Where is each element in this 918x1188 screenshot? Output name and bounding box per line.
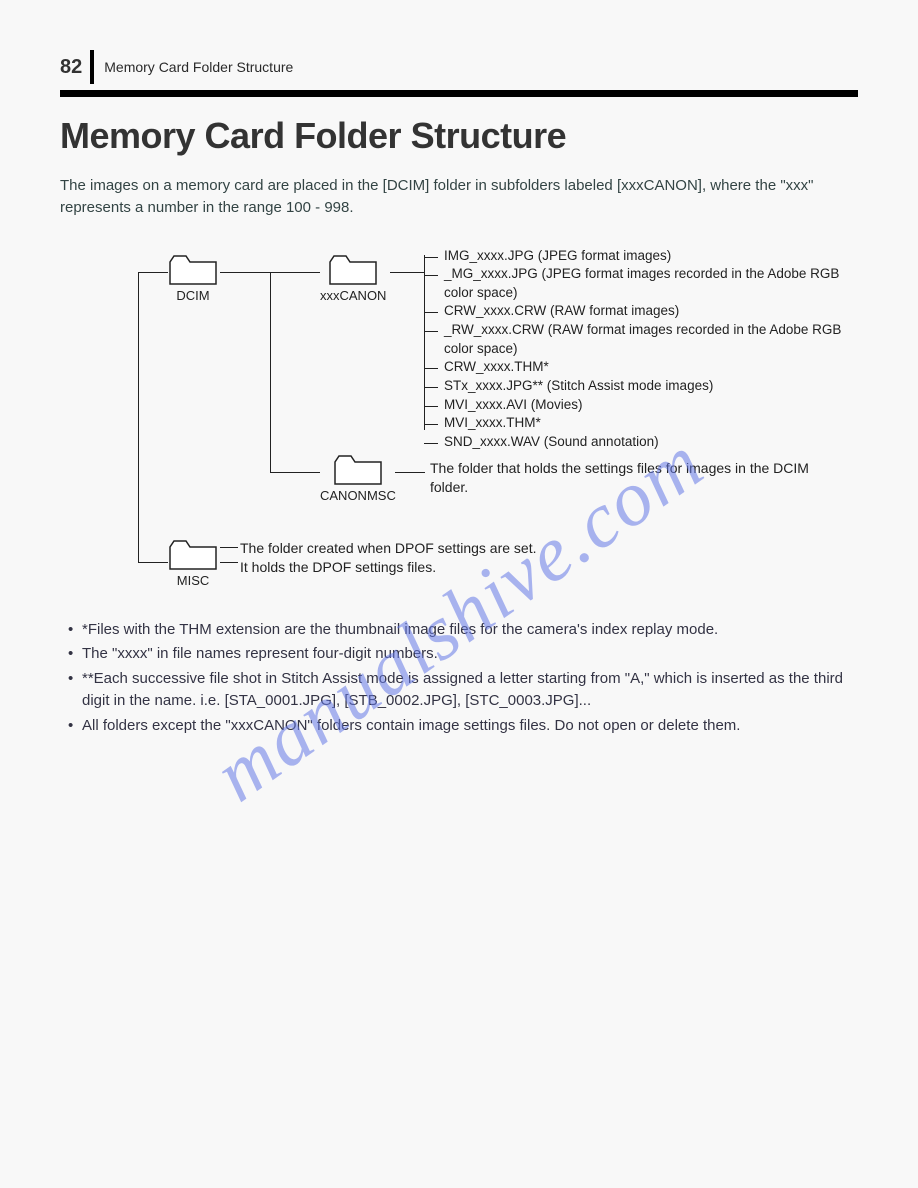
note-item: All folders except the "xxxCANON" folder… [68, 715, 858, 737]
folder-label: CANONMSC [320, 488, 396, 503]
connector [270, 472, 320, 473]
connector [138, 562, 168, 563]
folder-label: MISC [168, 573, 218, 588]
note-item: The "xxxx" in file names represent four-… [68, 643, 858, 665]
horizontal-rule [60, 90, 858, 97]
connector [220, 562, 238, 563]
page-number: 82 [60, 56, 82, 79]
page-header: 82 Memory Card Folder Structure [60, 50, 858, 84]
file-item: MVI_xxxx.THM* [430, 414, 850, 433]
folder-canonmsc: CANONMSC [320, 452, 396, 503]
header-divider [90, 50, 94, 84]
folder-label: DCIM [168, 288, 218, 303]
connector [390, 272, 424, 273]
file-item: IMG_xxxx.JPG (JPEG format images) [430, 247, 850, 266]
file-list-stem [424, 255, 425, 430]
folder-xxxcanon: xxxCANON [320, 252, 386, 303]
folder-label: xxxCANON [320, 288, 386, 303]
folder-structure-diagram: DCIM xxxCANON CANONMSC MISC IMG_xxxx.JPG… [90, 247, 858, 597]
file-list: IMG_xxxx.JPG (JPEG format images) _MG_xx… [430, 247, 850, 452]
connector [395, 472, 425, 473]
connector [270, 272, 271, 472]
file-item: _RW_xxxx.CRW (RAW format images recorded… [430, 321, 850, 358]
notes-list: *Files with the THM extension are the th… [68, 619, 858, 737]
misc-desc-line1: The folder created when DPOF settings ar… [240, 540, 536, 556]
canonmsc-desc-text: The folder that holds the settings files… [430, 460, 809, 496]
connector [138, 272, 168, 273]
canonmsc-description: The folder that holds the settings files… [430, 459, 810, 498]
note-item: **Each successive file shot in Stitch As… [68, 668, 858, 712]
folder-dcim: DCIM [168, 252, 218, 303]
file-item: MVI_xxxx.AVI (Movies) [430, 396, 850, 415]
misc-description: The folder created when DPOF settings ar… [240, 539, 640, 578]
header-text: Memory Card Folder Structure [104, 59, 293, 75]
file-item: CRW_xxxx.THM* [430, 358, 850, 377]
folder-misc: MISC [168, 537, 218, 588]
intro-paragraph: The images on a memory card are placed i… [60, 175, 858, 219]
folder-icon [168, 537, 218, 571]
file-item: SND_xxxx.WAV (Sound annotation) [430, 433, 850, 452]
file-item: _MG_xxxx.JPG (JPEG format images recorde… [430, 265, 850, 302]
file-item: STx_xxxx.JPG** (Stitch Assist mode image… [430, 377, 850, 396]
note-item: *Files with the THM extension are the th… [68, 619, 858, 641]
folder-icon [328, 252, 378, 286]
folder-icon [333, 452, 383, 486]
file-item: CRW_xxxx.CRW (RAW format images) [430, 302, 850, 321]
page-title: Memory Card Folder Structure [60, 115, 858, 157]
connector [220, 547, 238, 548]
connector [138, 272, 139, 562]
folder-icon [168, 252, 218, 286]
misc-desc-line2: It holds the DPOF settings files. [240, 559, 436, 575]
